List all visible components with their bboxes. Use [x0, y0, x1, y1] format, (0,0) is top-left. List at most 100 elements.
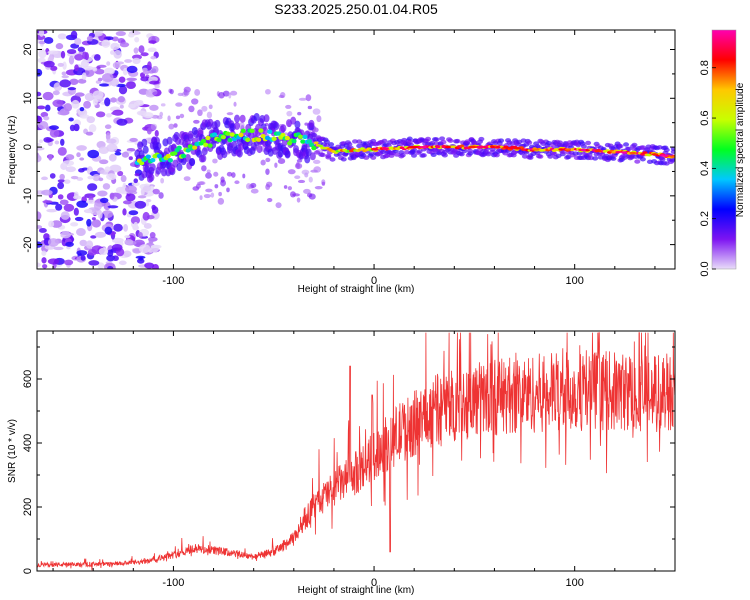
spectrogram-peak — [372, 148, 379, 151]
spectrogram-noise-blob — [150, 123, 158, 131]
spectrogram-noise-blob — [285, 104, 292, 109]
spectrogram-noise-blob — [296, 158, 303, 163]
spectrogram-peak — [490, 145, 496, 149]
spectrogram-noise-blob — [69, 78, 79, 85]
spectrogram-ridge-point — [207, 143, 213, 148]
spectrogram-noise-blob — [314, 185, 323, 190]
spectrogram-noise-blob — [55, 203, 63, 211]
spectrogram-noise-blob — [277, 158, 286, 165]
spectrogram-noise-blob — [41, 189, 53, 196]
spectrogram-noise-blob — [307, 105, 313, 110]
spectrogram-halo — [526, 140, 533, 145]
spectrogram-noise-blob — [122, 200, 132, 205]
spectrogram-noise-blob — [118, 76, 126, 83]
spectrogram-noise-blob — [201, 165, 207, 172]
spectrogram-noise-blob — [173, 123, 178, 128]
spectrogram-noise-blob — [107, 266, 114, 269]
spectrogram-noise-blob — [305, 94, 312, 102]
spectrogram-noise-blob — [91, 217, 96, 221]
spectrogram-halo — [670, 149, 675, 154]
spectrogram-halo — [439, 136, 446, 141]
spectrogram-halo — [478, 136, 485, 142]
spectrogram-noise-blob — [143, 223, 152, 229]
spectrogram-ridge-point — [238, 132, 244, 138]
spectrogram-noise-blob — [274, 162, 278, 168]
spectrogram-noise-blob — [99, 197, 109, 204]
spectrogram-noise-blob — [62, 160, 75, 167]
spectrogram-noise-blob — [81, 72, 87, 80]
spectrogram-halo — [214, 119, 221, 128]
spectrogram-ridge-point — [275, 131, 282, 136]
spectrogram-noise-blob — [138, 256, 144, 261]
spectrogram-noise-blob — [79, 157, 85, 161]
spectrogram-noise-blob — [128, 33, 135, 38]
spectrogram-noise-blob — [150, 244, 160, 253]
spectrogram-noise-blob — [43, 37, 54, 44]
spectrogram-noise-blob — [142, 185, 151, 192]
spectrogram-noise-blob — [76, 228, 86, 237]
spectrogram-noise-blob — [105, 132, 111, 141]
spectrogram-noise-blob — [59, 173, 65, 180]
spectrogram-noise-blob — [245, 183, 252, 190]
spectrogram-noise-blob — [65, 166, 76, 173]
spectrogram-noise-blob — [115, 31, 126, 37]
spectrogram-ridge-point — [300, 139, 306, 144]
spectrogram-noise-blob — [43, 116, 50, 121]
colorbar-tick-label: 0.8 — [699, 60, 711, 75]
spectrogram-noise-blob — [74, 92, 85, 97]
spectrogram-halo — [458, 151, 465, 157]
spectrogram-noise-blob — [117, 96, 126, 103]
spectrogram-noise-blob — [37, 68, 43, 77]
spectrogram-peak — [513, 147, 521, 150]
spectrogram-ridge-point — [216, 137, 222, 143]
spectrogram-halo — [634, 159, 641, 164]
spectrogram-noise-blob — [112, 61, 121, 69]
spectrogram-noise-blob — [74, 37, 82, 45]
spectrogram-noise-blob — [57, 33, 67, 40]
spectrogram-ridge-point — [280, 132, 286, 138]
spectrogram-noise-blob — [128, 210, 139, 216]
spectrogram-ridge-point — [203, 142, 209, 147]
spectrogram-noise-blob — [37, 262, 41, 268]
spectrogram-ridge-point — [309, 142, 315, 148]
spectrogram-halo — [311, 132, 318, 138]
spectrogram-noise-blob — [94, 231, 107, 238]
spectrogram-noise-blob — [142, 211, 150, 221]
spectrogram-noise-blob — [57, 110, 70, 116]
spectrogram-noise-blob — [111, 243, 123, 251]
spectrogram-noise-blob — [92, 67, 98, 72]
spectrogram-noise-blob — [115, 83, 126, 88]
spectrogram-noise-blob — [183, 89, 190, 96]
spectrogram-noise-blob — [266, 197, 273, 203]
spectrogram-noise-blob — [201, 105, 208, 112]
spectrogram-noise-blob — [41, 250, 47, 256]
snr-y-label: SNR (10 * v/v) — [7, 419, 18, 483]
spectrogram-noise-blob — [283, 185, 288, 189]
spectrogram-ridge-point — [167, 158, 174, 163]
spectrogram-peak — [382, 147, 389, 150]
spectrogram-halo — [580, 144, 587, 149]
spectrogram-noise-blob — [226, 187, 230, 193]
snr-x-label: Height of straight line (km) — [298, 585, 415, 596]
spectrogram-noise-blob — [45, 138, 54, 142]
spectrogram-noise-blob — [137, 195, 147, 199]
spectrogram-halo — [201, 147, 208, 156]
spectrogram-ridge-point — [139, 160, 145, 166]
spectrogram-peak — [421, 145, 427, 149]
spectrogram-noise-blob — [134, 200, 147, 209]
spectrogram-noise-blob — [80, 59, 90, 68]
spectrogram-noise-blob — [217, 197, 225, 205]
spectrogram-halo — [363, 155, 370, 160]
spectrogram-halo — [329, 157, 336, 162]
spectrogram-peak — [410, 145, 419, 149]
spectrogram-halo — [160, 168, 167, 177]
spectrogram-noise-blob — [41, 257, 47, 264]
spectrogram-noise-blob — [106, 138, 117, 144]
spectrogram-noise-blob — [146, 127, 152, 135]
spectrogram-noise-blob — [68, 55, 75, 65]
spectrogram-ridge-point — [225, 131, 231, 136]
spectrogram-noise-blob — [138, 232, 143, 238]
spectrogram-noise-blob — [193, 119, 200, 124]
spectrogram-peak — [651, 153, 658, 156]
